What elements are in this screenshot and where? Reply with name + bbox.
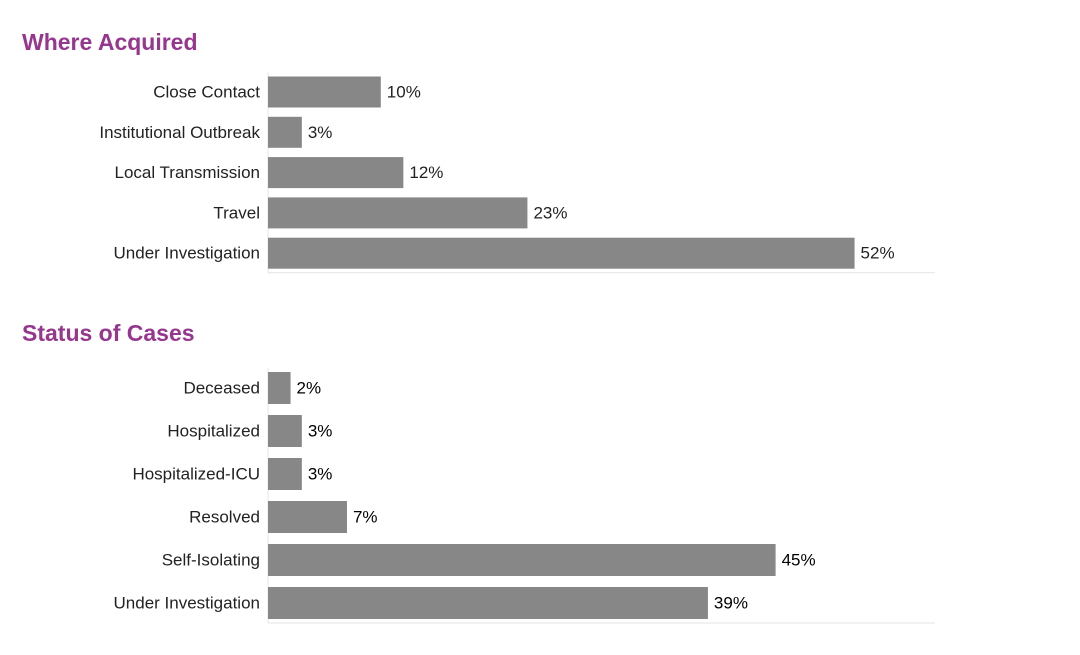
where-acquired-category-label-institutional-outbreak: Institutional Outbreak xyxy=(99,123,260,142)
status-of-cases-category-label-under-investigation: Under Investigation xyxy=(114,594,260,613)
where-acquired-category-label-local-transmission: Local Transmission xyxy=(114,163,260,182)
status-of-cases-category-label-self-isolating: Self-Isolating xyxy=(162,551,260,570)
status-of-cases-bar-deceased xyxy=(268,372,291,404)
status-of-cases-bar-self-isolating xyxy=(268,544,776,576)
where-acquired-category-label-travel: Travel xyxy=(213,203,260,222)
status-of-cases-value-label-hospitalized-icu: 3% xyxy=(308,465,333,484)
status-of-cases-value-label-hospitalized: 3% xyxy=(308,422,333,441)
status-of-cases-chart: Deceased 2% Hospitalized 3% Hospitalized-ICU… xyxy=(114,368,935,624)
where-acquired-value-label-under-investigation: 52% xyxy=(861,244,895,263)
where-acquired-bar-under-investigation xyxy=(268,237,855,269)
status-of-cases-bar-under-investigation xyxy=(268,587,708,619)
status-of-cases-category-label-deceased: Deceased xyxy=(183,379,260,398)
status-of-cases-category-label-resolved: Resolved xyxy=(189,508,260,527)
status-of-cases-bar-resolved xyxy=(268,501,347,533)
status-of-cases-category-label-hospitalized-icu: Hospitalized-ICU xyxy=(132,465,260,484)
where-acquired-bar-local-transmission xyxy=(268,157,404,189)
where-acquired-category-label-close-contact: Close Contact xyxy=(153,83,260,102)
where-acquired-bar-institutional-outbreak xyxy=(268,116,302,148)
status-of-cases-value-label-deceased: 2% xyxy=(297,379,322,398)
where-acquired-chart: Close Contact 10% Institutional Outbreak 3%… xyxy=(99,72,935,274)
chart-title-where-acquired: Where Acquired xyxy=(22,29,198,55)
status-of-cases-bar-hospitalized-icu xyxy=(268,458,302,490)
where-acquired-value-label-close-contact: 10% xyxy=(387,83,421,102)
where-acquired-value-label-institutional-outbreak: 3% xyxy=(308,123,333,142)
where-acquired-value-label-travel: 23% xyxy=(533,203,567,222)
status-of-cases-category-label-hospitalized: Hospitalized xyxy=(167,422,260,441)
where-acquired-bar-travel xyxy=(268,197,528,229)
status-of-cases-value-label-self-isolating: 45% xyxy=(782,551,816,570)
where-acquired-category-label-under-investigation: Under Investigation xyxy=(114,244,260,263)
status-of-cases-value-label-resolved: 7% xyxy=(353,508,378,527)
where-acquired-value-label-local-transmission: 12% xyxy=(409,163,443,182)
where-acquired-bar-close-contact xyxy=(268,76,381,108)
chart-title-status-of-cases: Status of Cases xyxy=(22,320,195,346)
status-of-cases-bar-hospitalized xyxy=(268,415,302,447)
status-of-cases-value-label-under-investigation: 39% xyxy=(714,594,748,613)
